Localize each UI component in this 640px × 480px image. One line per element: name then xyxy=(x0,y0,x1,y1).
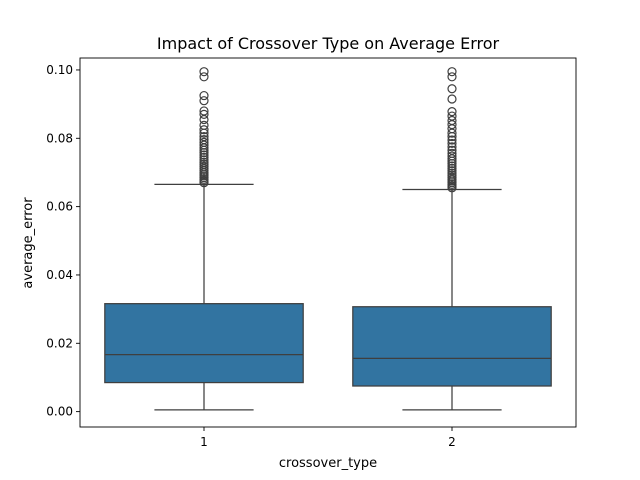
outlier-point xyxy=(447,151,457,161)
outlier-point xyxy=(199,72,209,82)
y-axis-label: average_error xyxy=(21,197,36,289)
box-iqr xyxy=(104,303,304,384)
outlier-point xyxy=(447,84,457,94)
outlier-point xyxy=(447,94,457,104)
outlier-point xyxy=(447,115,457,126)
outlier-point xyxy=(447,72,457,82)
outlier-point xyxy=(199,135,209,145)
outlier-point xyxy=(199,137,209,147)
box-iqr xyxy=(352,306,552,387)
plot-frame xyxy=(79,57,577,428)
outlier-point xyxy=(199,157,209,167)
outlier-point xyxy=(447,107,457,117)
outlier-point xyxy=(199,109,209,119)
outlier-point xyxy=(199,67,209,77)
outlier-point xyxy=(447,168,457,178)
y-tick-label: 0.06 xyxy=(46,200,73,214)
y-tick-label: 0.00 xyxy=(46,405,73,419)
outlier-point xyxy=(447,111,457,121)
outlier-point xyxy=(199,152,209,163)
x-axis-label: crossover_type xyxy=(279,456,377,471)
y-tick-label: 0.08 xyxy=(46,131,73,145)
outlier-point xyxy=(199,106,209,116)
outlier-point xyxy=(447,135,457,145)
outlier-point xyxy=(199,125,209,135)
outlier-point xyxy=(199,90,209,101)
outlier-point xyxy=(447,161,457,171)
outlier-point xyxy=(199,150,209,160)
x-tick-label: 2 xyxy=(448,435,456,449)
outlier-point xyxy=(199,131,209,142)
box-group-2 xyxy=(352,67,552,411)
y-tick-label: 0.04 xyxy=(46,268,73,282)
outlier-point xyxy=(447,138,457,149)
outlier-point xyxy=(447,67,457,77)
box-group-1 xyxy=(104,67,304,411)
outlier-point xyxy=(447,142,457,152)
plot-area: 0.00 0.02 0.04 0.06 0.08 0.10 1 2 xyxy=(46,57,577,449)
outlier-point xyxy=(199,120,209,130)
y-tick-label: 0.10 xyxy=(46,63,73,77)
outlier-point xyxy=(447,145,457,155)
outlier-point xyxy=(199,155,209,165)
x-tick-label: 1 xyxy=(200,435,208,449)
y-tick-label: 0.02 xyxy=(46,336,73,350)
outlier-point xyxy=(447,148,457,158)
outlier-point xyxy=(447,163,457,173)
outlier-point xyxy=(199,96,209,106)
outlier-point xyxy=(447,166,457,176)
chart-title: Impact of Crossover Type on Average Erro… xyxy=(157,34,500,53)
